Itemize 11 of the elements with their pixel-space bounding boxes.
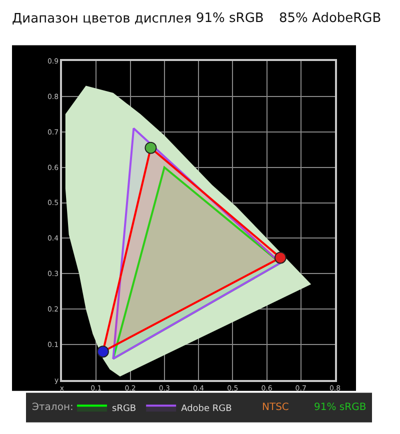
text: 85% AdobeRGB <box>279 11 382 26</box>
text: 91% sRGB <box>196 11 264 26</box>
point <box>96 346 109 358</box>
point <box>144 142 157 154</box>
legend-label: sRGB <box>112 404 136 414</box>
text: NTSC <box>262 402 289 413</box>
text: Эталон: <box>32 402 74 413</box>
legend-label: Adobe RGB <box>181 404 232 414</box>
point <box>274 252 286 264</box>
chart-title: Диапазон цветов дисплея <box>12 12 192 27</box>
text: 91% sRGB <box>314 402 366 413</box>
